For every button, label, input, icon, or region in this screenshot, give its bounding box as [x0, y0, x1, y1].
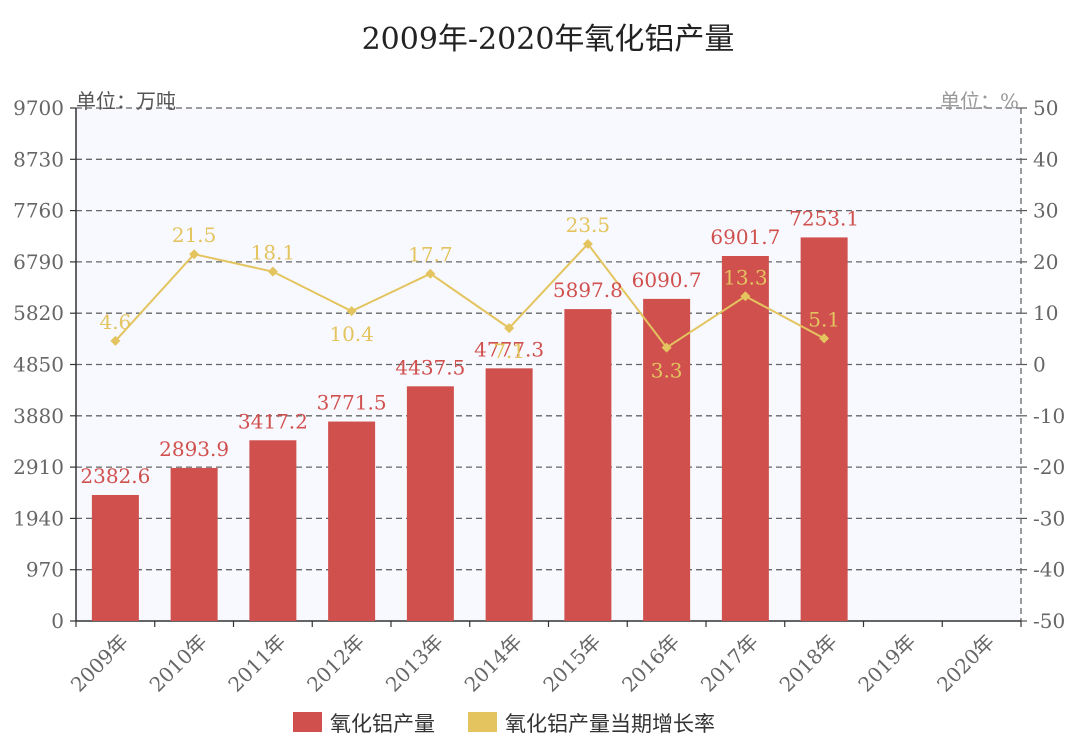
- growth-value-label: 10.4: [329, 322, 374, 346]
- x-tick-label: 2015年: [538, 630, 605, 697]
- left-tick-label: 8730: [13, 147, 64, 171]
- bar: [721, 255, 769, 622]
- growth-point: [504, 323, 515, 334]
- x-tick-label: 2016年: [617, 630, 684, 697]
- bar-value-label: 5897.8: [553, 278, 623, 302]
- growth-value-label: 21.5: [172, 223, 217, 247]
- grid-lines: [76, 107, 1021, 571]
- growth-line: [114, 242, 825, 349]
- growth-point: [110, 335, 121, 346]
- right-tick-label: 50: [1033, 96, 1058, 120]
- growth-value-label: 18.1: [251, 241, 296, 265]
- growth-point: [740, 291, 751, 302]
- bar-value-label: 4437.5: [395, 355, 465, 379]
- bar-value-label: 3417.2: [238, 409, 308, 433]
- left-tick-label: 7760: [13, 199, 64, 223]
- growth-value-label: 7.1: [493, 339, 525, 363]
- left-tick-label: 5820: [13, 301, 64, 325]
- bar-value-label: 4777.3: [474, 337, 544, 361]
- bar-value-label: 3771.5: [317, 391, 387, 415]
- left-tick-label: 3880: [13, 404, 64, 428]
- x-tick-label: 2018年: [775, 630, 842, 697]
- x-tick-label: 2010年: [145, 630, 212, 697]
- legend-label-growth: 氧化铝产量当期增长率: [505, 712, 715, 736]
- bar-value-label: 7253.1: [789, 206, 859, 230]
- growth-value-label: 4.6: [99, 310, 131, 334]
- line-series: [110, 238, 830, 353]
- legend-swatch-production: [293, 712, 322, 732]
- right-tick-label: -20: [1033, 455, 1065, 479]
- x-tick-label: 2019年: [853, 630, 920, 697]
- bar: [564, 309, 612, 621]
- legend-swatch-growth: [468, 712, 497, 732]
- left-tick-label: 4850: [13, 353, 64, 377]
- growth-point: [661, 342, 672, 353]
- legend-label-production: 氧化铝产量: [330, 712, 435, 736]
- growth-point: [425, 268, 436, 279]
- left-tick-label: 9700: [13, 96, 64, 120]
- legend: 氧化铝产量 氧化铝产量当期增长率: [293, 712, 715, 736]
- right-tick-label: 30: [1033, 199, 1058, 223]
- x-tick-label: 2020年: [932, 630, 999, 697]
- bar: [91, 494, 139, 621]
- bar: [328, 421, 376, 621]
- left-tick-label: 970: [26, 558, 64, 582]
- growth-point: [267, 266, 278, 277]
- x-tick-label: 2012年: [302, 630, 369, 697]
- bar-value-label: 2893.9: [159, 437, 229, 461]
- right-tick-label: 10: [1033, 301, 1058, 325]
- x-tick-label: 2017年: [696, 630, 763, 697]
- right-tick-label: 0: [1033, 353, 1046, 377]
- bar: [406, 386, 454, 621]
- right-tick-label: 40: [1033, 147, 1058, 171]
- chart-title: 2009年-2020年氧化铝产量: [362, 22, 735, 57]
- right-tick-label: 20: [1033, 250, 1058, 274]
- left-tick-label: 6790: [13, 250, 64, 274]
- right-tick-label: -30: [1033, 506, 1065, 530]
- growth-point: [346, 306, 357, 317]
- x-tick-label: 2011年: [223, 630, 290, 697]
- growth-value-label: 17.7: [408, 243, 453, 267]
- bar-series: [91, 237, 848, 622]
- growth-point: [819, 333, 830, 344]
- right-tick-label: -10: [1033, 404, 1065, 428]
- growth-value-label: 13.3: [723, 265, 768, 289]
- growth-point: [582, 238, 593, 249]
- x-tick-label: 2013年: [381, 630, 448, 697]
- bar-value-label: 6901.7: [710, 225, 780, 249]
- x-tick-label: 2009年: [66, 630, 133, 697]
- x-tick-label: 2014年: [460, 630, 527, 697]
- bar: [800, 237, 848, 622]
- left-tick-label: 1940: [13, 506, 64, 530]
- growth-value-label: 23.5: [566, 213, 611, 237]
- bar: [170, 467, 218, 621]
- growth-value-label: 5.1: [808, 307, 840, 331]
- right-tick-label: -40: [1033, 558, 1065, 582]
- bar-value-label: 6090.7: [632, 268, 702, 292]
- bar: [249, 440, 297, 621]
- bar: [485, 368, 533, 621]
- growth-value-label: 3.3: [651, 359, 683, 383]
- bar-value-label: 2382.6: [80, 464, 150, 488]
- left-axis-unit: 单位：万吨: [76, 89, 176, 113]
- data-labels: 2382.6 2893.9 3417.2 3771.5 4437.5 4777.3 5897…: [80, 206, 859, 488]
- right-tick-label: -50: [1033, 609, 1065, 633]
- left-tick-label: 2910: [13, 455, 64, 479]
- right-axis-unit: 单位：%: [940, 89, 1019, 113]
- growth-point: [189, 249, 200, 260]
- left-tick-label: 0: [51, 609, 64, 633]
